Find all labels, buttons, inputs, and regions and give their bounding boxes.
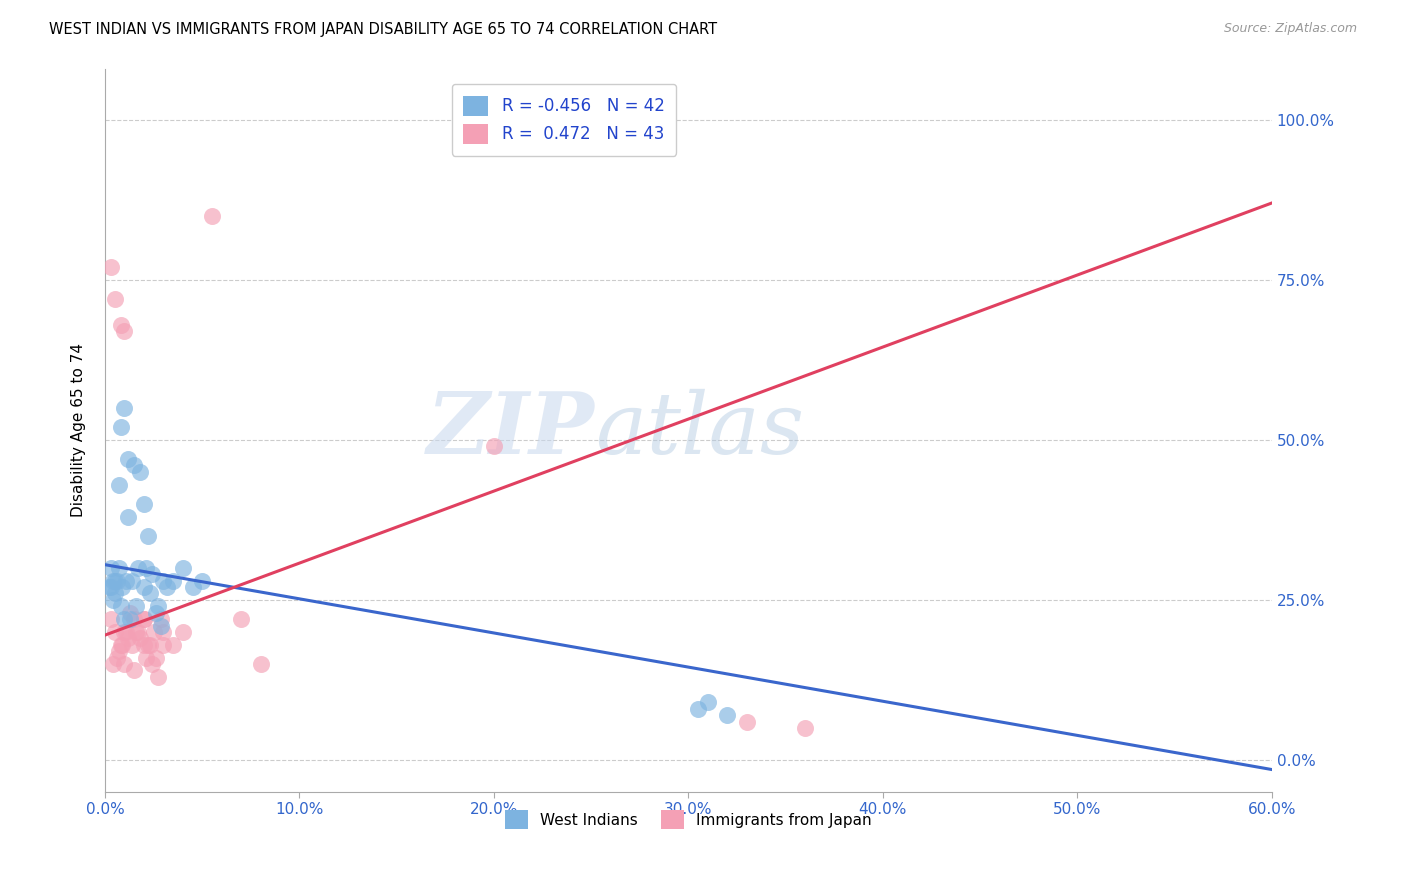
Point: [122, 663, 145, 677]
Point: [122, 612, 145, 626]
Text: ZIP: ZIP: [427, 389, 595, 472]
Point: [104, 624, 127, 639]
Point: [141, 657, 163, 671]
Point: [145, 650, 167, 665]
Point: [100, 561, 122, 575]
Point: [135, 650, 157, 665]
Point: [145, 606, 167, 620]
Point: [110, 420, 132, 434]
Point: [156, 580, 179, 594]
Point: [146, 670, 169, 684]
Point: [117, 509, 139, 524]
Point: [127, 624, 149, 639]
Point: [132, 580, 155, 594]
Point: [132, 638, 155, 652]
Point: [101, 593, 124, 607]
Point: [125, 599, 148, 614]
Point: [482, 439, 505, 453]
Point: [117, 632, 139, 646]
Point: [115, 624, 138, 639]
Point: [150, 618, 173, 632]
Point: [111, 580, 134, 594]
Point: [696, 695, 718, 709]
Point: [129, 632, 152, 646]
Point: [127, 561, 149, 575]
Point: [115, 574, 138, 588]
Point: [104, 574, 127, 588]
Point: [125, 624, 148, 639]
Point: [152, 574, 174, 588]
Point: [114, 401, 136, 415]
Point: [132, 612, 155, 626]
Point: [101, 657, 124, 671]
Point: [101, 574, 124, 588]
Point: [105, 574, 128, 588]
Point: [141, 567, 163, 582]
Point: [100, 612, 122, 626]
Point: [231, 612, 253, 626]
Point: [114, 657, 136, 671]
Point: [794, 721, 817, 735]
Point: [162, 638, 184, 652]
Point: [135, 561, 157, 575]
Point: [150, 612, 173, 626]
Text: atlas: atlas: [595, 389, 804, 472]
Point: [122, 458, 145, 473]
Point: [136, 638, 159, 652]
Point: [249, 657, 271, 671]
Point: [114, 612, 136, 626]
Point: [117, 452, 139, 467]
Point: [162, 574, 184, 588]
Point: [191, 574, 214, 588]
Point: [104, 586, 127, 600]
Legend: West Indians, Immigrants from Japan: West Indians, Immigrants from Japan: [499, 804, 877, 835]
Point: [110, 638, 132, 652]
Point: [152, 638, 174, 652]
Point: [120, 612, 142, 626]
Point: [100, 260, 122, 274]
Point: [114, 324, 136, 338]
Point: [172, 561, 194, 575]
Point: [129, 465, 152, 479]
Point: [121, 638, 143, 652]
Point: [97, 580, 120, 594]
Point: [132, 497, 155, 511]
Point: [735, 714, 758, 729]
Point: [104, 292, 127, 306]
Point: [120, 606, 142, 620]
Text: WEST INDIAN VS IMMIGRANTS FROM JAPAN DISABILITY AGE 65 TO 74 CORRELATION CHART: WEST INDIAN VS IMMIGRANTS FROM JAPAN DIS…: [49, 22, 717, 37]
Point: [152, 624, 174, 639]
Text: Source: ZipAtlas.com: Source: ZipAtlas.com: [1223, 22, 1357, 36]
Point: [201, 209, 224, 223]
Point: [181, 580, 204, 594]
Point: [105, 650, 128, 665]
Point: [716, 708, 738, 723]
Point: [107, 644, 129, 658]
Point: [688, 702, 710, 716]
Point: [142, 624, 165, 639]
Point: [138, 586, 160, 600]
Point: [110, 599, 132, 614]
Point: [107, 477, 129, 491]
Point: [121, 574, 143, 588]
Point: [114, 624, 136, 639]
Point: [146, 599, 169, 614]
Point: [100, 580, 122, 594]
Point: [110, 318, 132, 332]
Point: [138, 638, 160, 652]
Point: [132, 612, 155, 626]
Point: [107, 561, 129, 575]
Point: [172, 624, 194, 639]
Point: [136, 529, 159, 543]
Y-axis label: Disability Age 65 to 74: Disability Age 65 to 74: [72, 343, 86, 517]
Point: [111, 638, 134, 652]
